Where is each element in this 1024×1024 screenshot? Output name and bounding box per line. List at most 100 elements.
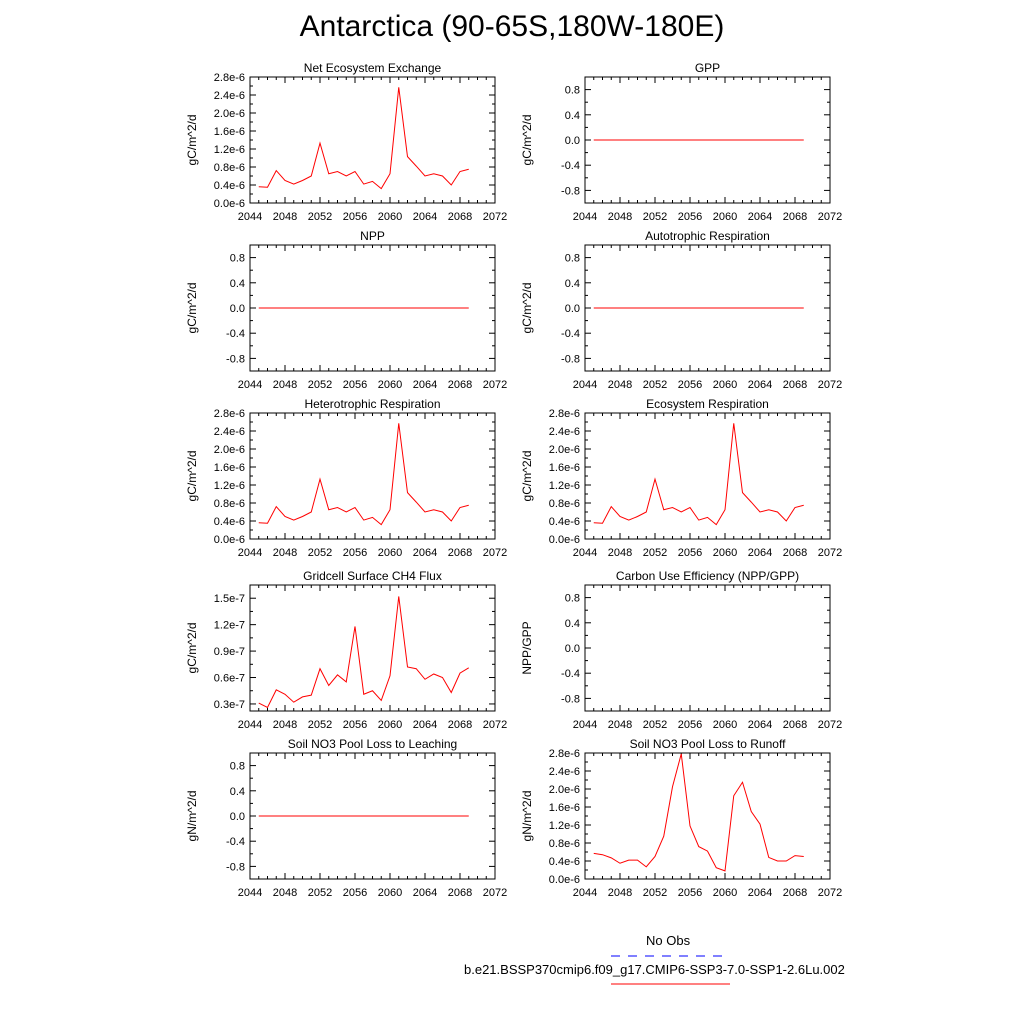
- x-tick-label: 2072: [818, 211, 842, 223]
- plot-frame: [249, 412, 496, 540]
- x-tick-label: 2060: [378, 719, 402, 731]
- x-tick-label: 2060: [713, 719, 737, 731]
- x-tick-label: 2068: [448, 379, 472, 391]
- y-axis-label: gN/m^2/d: [520, 791, 534, 842]
- y-tick-label: 0.6e-7: [214, 673, 245, 685]
- x-tick-label: 2044: [238, 211, 262, 223]
- x-tick-label: 2044: [573, 547, 597, 559]
- x-tick-label: 2072: [818, 379, 842, 391]
- x-tick-label: 2048: [608, 379, 632, 391]
- x-tick-label: 2048: [273, 719, 297, 731]
- chart-panel: GPP gC/m^2/d 2044 2048 2052 2056 2060 2064 2068 2…: [520, 61, 842, 223]
- y-tick-label: 0.8: [565, 253, 580, 265]
- y-tick-label: -0.4: [226, 328, 245, 340]
- y-tick-label: 1.6e-6: [214, 126, 245, 138]
- x-tick-label: 2064: [413, 719, 437, 731]
- y-tick-label: -0.4: [561, 668, 580, 680]
- x-tick-label: 2060: [378, 547, 402, 559]
- y-tick-label: 0.4: [565, 278, 580, 290]
- panel-title: Soil NO3 Pool Loss to Leaching: [288, 737, 457, 751]
- y-tick-label: 0.8: [565, 85, 580, 97]
- x-tick-label: 2068: [783, 887, 807, 899]
- y-tick-label: 2.4e-6: [214, 426, 245, 438]
- y-tick-label: 0.0e-6: [549, 534, 580, 546]
- panel-title: Carbon Use Efficiency (NPP/GPP): [616, 569, 799, 583]
- y-tick-label: 1.6e-6: [549, 802, 580, 814]
- x-tick-label: 2048: [608, 211, 632, 223]
- y-tick-label: -0.8: [226, 353, 245, 365]
- x-tick-label: 2064: [413, 547, 437, 559]
- y-tick-label: 0.0e-6: [549, 874, 580, 886]
- x-tick-label: 2048: [608, 547, 632, 559]
- y-tick-label: 2.8e-6: [549, 748, 580, 760]
- y-tick-label: 0.0: [565, 643, 580, 655]
- y-tick-label: 0.8e-6: [214, 498, 245, 510]
- x-tick-label: 2064: [748, 379, 772, 391]
- y-tick-label: 1.5e-7: [214, 593, 245, 605]
- chart-panel: Gridcell Surface CH4 Flux gC/m^2/d 2044 204…: [185, 569, 507, 731]
- y-tick-label: 2.4e-6: [549, 766, 580, 778]
- x-tick-label: 2064: [413, 887, 437, 899]
- y-tick-label: 0.4: [230, 786, 245, 798]
- x-tick-label: 2068: [448, 887, 472, 899]
- y-tick-label: 2.0e-6: [549, 784, 580, 796]
- y-tick-label: 0.0e-6: [214, 534, 245, 546]
- x-tick-label: 2044: [238, 379, 262, 391]
- x-tick-label: 2060: [378, 379, 402, 391]
- panel-title: Gridcell Surface CH4 Flux: [303, 569, 442, 583]
- y-axis-label: NPP/GPP: [520, 621, 534, 674]
- y-tick-label: 2.0e-6: [214, 108, 245, 120]
- series-line: [593, 423, 804, 526]
- y-tick-label: 1.2e-6: [549, 820, 580, 832]
- series-line: [258, 423, 469, 526]
- x-tick-label: 2048: [273, 547, 297, 559]
- x-tick-label: 2052: [643, 719, 667, 731]
- panel-title: Soil NO3 Pool Loss to Runoff: [630, 737, 787, 751]
- x-tick-label: 2052: [308, 379, 332, 391]
- y-tick-label: 0.0: [230, 303, 245, 315]
- panel-title: NPP: [360, 229, 385, 243]
- y-tick-label: -0.8: [561, 693, 580, 705]
- y-tick-label: 0.8: [565, 593, 580, 605]
- y-tick-label: 1.6e-6: [549, 462, 580, 474]
- y-tick-label: 0.8e-6: [549, 838, 580, 850]
- chart-panel: Autotrophic Respiration gC/m^2/d 2044 2048 2…: [520, 229, 842, 391]
- chart-panel: Soil NO3 Pool Loss to Runoff gN/m^2/d 2044…: [520, 737, 842, 899]
- x-tick-label: 2060: [378, 887, 402, 899]
- y-axis-label: gC/m^2/d: [185, 623, 199, 674]
- y-tick-label: 0.4e-6: [549, 516, 580, 528]
- x-tick-label: 2056: [343, 887, 367, 899]
- series-line: [258, 596, 470, 709]
- y-axis-label: gC/m^2/d: [520, 451, 534, 502]
- x-tick-label: 2056: [343, 211, 367, 223]
- y-tick-label: 0.9e-7: [214, 646, 245, 658]
- y-axis-label: gC/m^2/d: [520, 115, 534, 166]
- chart-panel: Soil NO3 Pool Loss to Leaching gN/m^2/d 20…: [185, 737, 507, 899]
- series-line: [258, 87, 469, 190]
- y-tick-label: -0.4: [561, 328, 580, 340]
- x-tick-label: 2044: [573, 211, 597, 223]
- x-tick-label: 2048: [273, 211, 297, 223]
- x-tick-label: 2052: [308, 211, 332, 223]
- chart-panel: Ecosystem Respiration gC/m^2/d 2044 2048 205…: [520, 397, 842, 559]
- y-tick-label: 2.8e-6: [549, 408, 580, 420]
- y-tick-label: 2.8e-6: [214, 72, 245, 84]
- x-tick-label: 2056: [343, 547, 367, 559]
- y-tick-label: 0.4: [565, 110, 580, 122]
- y-tick-label: 2.4e-6: [214, 90, 245, 102]
- y-tick-label: 0.0e-6: [214, 198, 245, 210]
- x-tick-label: 2052: [643, 547, 667, 559]
- x-tick-label: 2056: [678, 547, 702, 559]
- x-tick-label: 2056: [678, 887, 702, 899]
- x-tick-label: 2056: [678, 379, 702, 391]
- y-tick-label: 0.8e-6: [214, 162, 245, 174]
- panel-title: Net Ecosystem Exchange: [304, 61, 442, 75]
- x-tick-label: 2044: [573, 379, 597, 391]
- x-tick-label: 2068: [783, 719, 807, 731]
- x-tick-label: 2068: [448, 211, 472, 223]
- y-axis-label: gC/m^2/d: [185, 283, 199, 334]
- y-tick-label: 0.4e-6: [214, 180, 245, 192]
- x-tick-label: 2048: [273, 887, 297, 899]
- x-tick-label: 2044: [573, 887, 597, 899]
- chart-panel: Net Ecosystem Exchange gC/m^2/d 2044 2048 20…: [185, 61, 507, 223]
